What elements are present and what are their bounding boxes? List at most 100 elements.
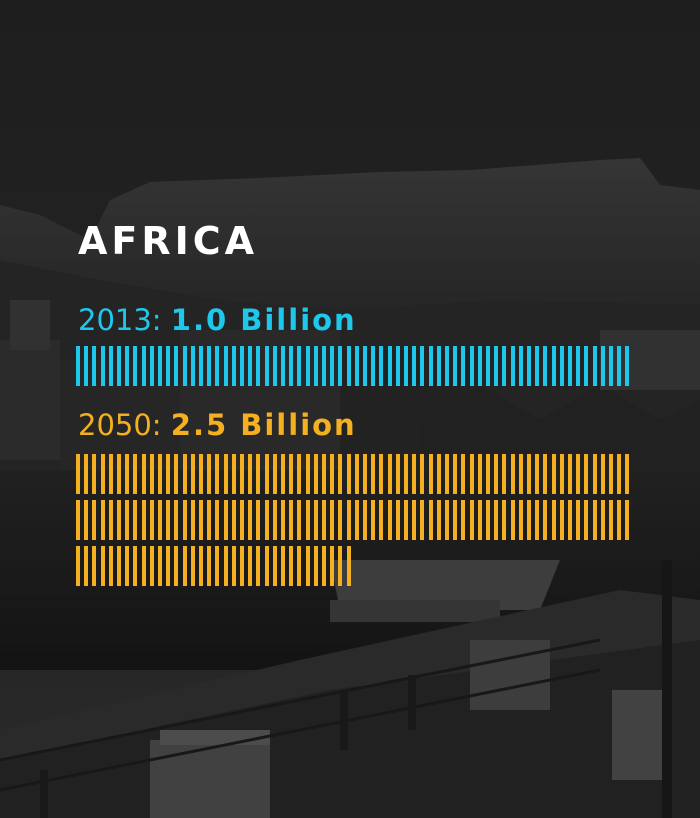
row-2013-tally-bar [182, 346, 187, 386]
row-2050-tally-bar [240, 454, 244, 494]
row-2050-tally-bar [108, 454, 113, 494]
row-2013-tally-bar [158, 346, 162, 386]
row-2050-tally-bar [281, 454, 285, 494]
row-2050-tally-bar [568, 454, 572, 494]
row-2050-tally-bar [92, 454, 97, 494]
row-2050-tally-bar [502, 500, 507, 540]
row-2050-tally-bar [543, 454, 548, 494]
row-2050-tally-bar [625, 454, 630, 494]
row-2013-tally-bar [330, 346, 335, 386]
row-2050-tally-bar [166, 454, 171, 494]
row-2050-tally-bar [420, 454, 425, 494]
row-2050-year: 2050: [78, 408, 162, 442]
row-2050-amount: 2.5 Billion [170, 408, 357, 442]
row-2050-tally-bar [477, 454, 482, 494]
row-2013-tally-bar [305, 346, 310, 386]
row-2050-tally-bar [190, 500, 195, 540]
row-2050-tally-bar [84, 454, 89, 494]
row-2050-tally-bar [412, 454, 417, 494]
row-2050-tally-bar [494, 454, 499, 494]
row-2050-tally-bar [108, 546, 113, 586]
row-2050-tally-bar [330, 454, 335, 494]
row-2013-tally-bar [600, 346, 605, 386]
row-2013-tally-bar [625, 346, 630, 386]
row-2050-tally-bar [527, 454, 531, 494]
row-2050-tally-bar [108, 500, 113, 540]
row-2050-tally-bar [576, 500, 581, 540]
row-2050-tally-bar [182, 454, 187, 494]
row-2050-tally-bar [76, 454, 80, 494]
row-2050-tally-bar [289, 546, 294, 586]
row-2050-tally-bar [215, 546, 220, 586]
row-2050-tally-bar [264, 500, 269, 540]
row-2050-tally-bar [461, 500, 466, 540]
row-2050-bar-group-line-1 [76, 454, 632, 494]
row-2050-tally-bar [617, 454, 622, 494]
row-2050-tally-bar [133, 546, 138, 586]
row-2050-tally-bar [576, 454, 581, 494]
row-2050-tally-bar [125, 454, 130, 494]
row-2013-tally-bar [108, 346, 113, 386]
row-2050-tally-bar [158, 500, 162, 540]
row-2013-tally-bar [395, 346, 400, 386]
row-2050-tally-bar [387, 454, 392, 494]
row-2050-tally-bar [436, 500, 441, 540]
row-2050-tally-bar [92, 546, 97, 586]
row-2050-tally-bar [264, 454, 269, 494]
row-2013-tally-bar [453, 346, 458, 386]
row-2050-tally-bar [379, 454, 384, 494]
row-2050-tally-bar [117, 454, 121, 494]
row-2050-tally-bar [469, 500, 474, 540]
region-title: AFRICA [78, 219, 259, 263]
row-2050-tally-bar [256, 500, 261, 540]
row-2050-tally-bar [535, 500, 540, 540]
row-2013-tally-bar [486, 346, 490, 386]
row-2050-tally-bar [313, 546, 318, 586]
row-2013-tally-bar [609, 346, 613, 386]
row-2013-tally-bar [428, 346, 433, 386]
row-2050-tally-bar [453, 500, 458, 540]
row-2013-tally-bar [166, 346, 171, 386]
row-2050-tally-bar [117, 500, 121, 540]
row-2050-tally-bar [436, 454, 441, 494]
row-2050-tally-bar [231, 500, 236, 540]
row-2050-tally-bar [420, 500, 425, 540]
row-2050-tally-bar [617, 500, 622, 540]
row-2013-tally-bar [510, 346, 515, 386]
row-2050-tally-bar [231, 454, 236, 494]
row-2013-tally-bar [289, 346, 294, 386]
row-2050-tally-bar [322, 454, 326, 494]
row-2050-tally-bar [404, 454, 408, 494]
row-2013-tally-bar [322, 346, 326, 386]
row-2050-tally-bar [223, 500, 228, 540]
row-2050-tally-bar [461, 454, 466, 494]
row-2050-tally-bar [141, 454, 146, 494]
row-2013-amount: 1.0 Billion [170, 303, 357, 337]
row-2050-tally-bar [371, 500, 376, 540]
row-2013-tally-bar [469, 346, 474, 386]
row-2013-tally-bar [84, 346, 89, 386]
row-2013-tally-bar [543, 346, 548, 386]
row-2050-tally-bar [445, 454, 449, 494]
row-2013-tally-bar [346, 346, 351, 386]
row-2050-tally-bar [543, 500, 548, 540]
row-2050-bar-group-line-3 [76, 546, 632, 586]
row-2050-tally-bar [428, 454, 433, 494]
row-2050-tally-bar [559, 500, 564, 540]
row-2050-tally-bar [84, 546, 89, 586]
row-2050-tally-bar [502, 454, 507, 494]
row-2050-tally-bar [559, 454, 564, 494]
row-2050-tally-bar [609, 454, 613, 494]
row-2013-tally-bar [248, 346, 253, 386]
row-2013-tally-bar [313, 346, 318, 386]
row-2050-tally-bar [371, 454, 376, 494]
row-2013-tally-bar [461, 346, 466, 386]
row-2013-tally-bar [76, 346, 80, 386]
row-2050-tally-bar [609, 500, 613, 540]
row-2050-tally-bar [182, 500, 187, 540]
row-2050-tally-bar [494, 500, 499, 540]
row-2013-tally-bar [568, 346, 572, 386]
row-2050-tally-bar [256, 454, 261, 494]
row-2013-tally-bar [215, 346, 220, 386]
row-2013-tally-bar [527, 346, 531, 386]
